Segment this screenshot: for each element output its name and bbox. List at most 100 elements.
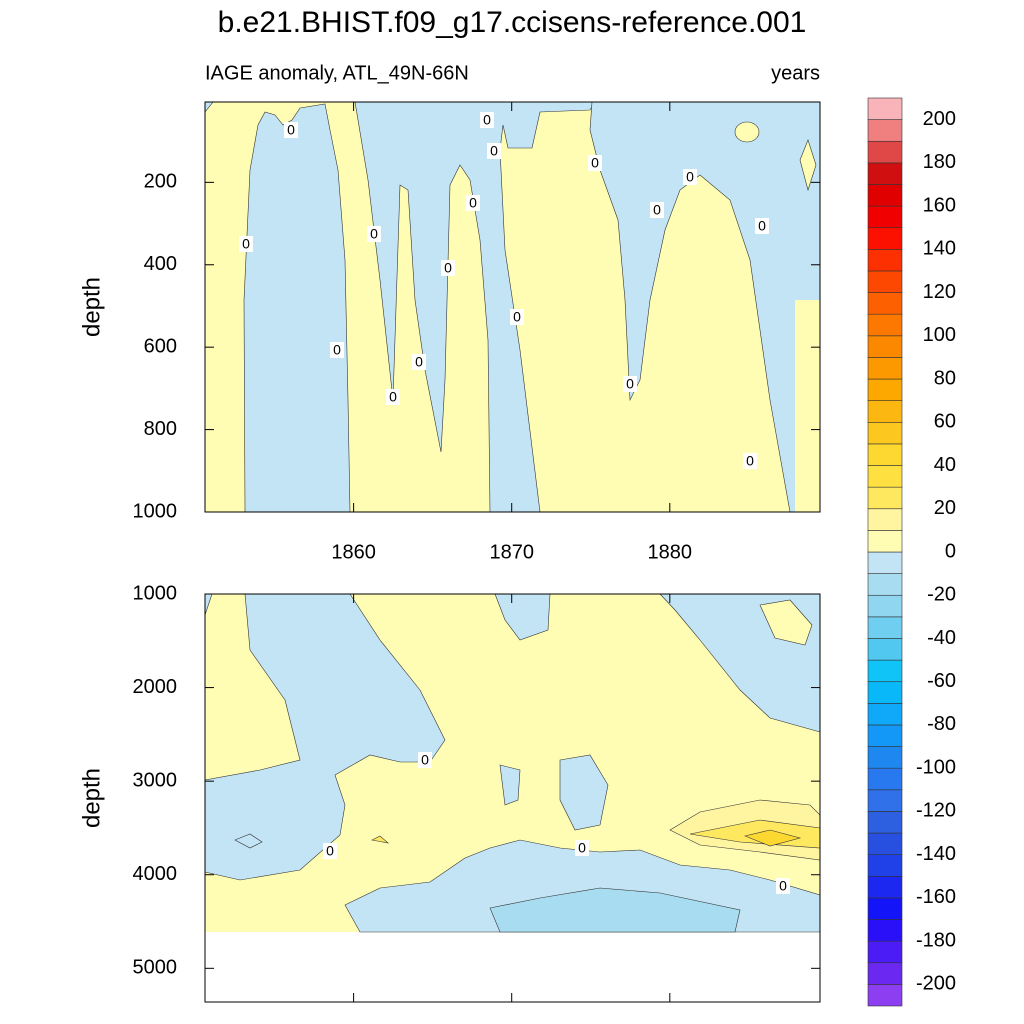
contour-fill: [734, 121, 760, 143]
contour-label-bg: [412, 354, 426, 370]
colorbar-box: [867, 746, 903, 769]
contour-label-bg: [650, 202, 664, 218]
x-tick-label: 1880: [648, 541, 693, 563]
contour-label: 0: [513, 309, 521, 325]
contour-label: 0: [578, 840, 586, 856]
contour-label: 0: [591, 155, 599, 171]
y-tick-label: 200: [144, 171, 177, 193]
colorbar-box: [867, 97, 903, 120]
colorbar-label: -140: [916, 843, 956, 865]
colorbar-box: [867, 681, 903, 704]
colorbar-box: [867, 789, 903, 812]
contour-label-bg: [588, 155, 602, 171]
colorbar-box: [867, 443, 903, 466]
contour-label-bg: [776, 878, 790, 894]
y-axis-label: depth: [78, 277, 105, 337]
y-tick-label: 1000: [133, 582, 178, 604]
colorbar-box: [867, 162, 903, 185]
contour-label: 0: [686, 169, 694, 185]
plot-frame: [204, 101, 821, 513]
contour-fill: [371, 835, 390, 844]
contour-fill: [559, 754, 609, 831]
colorbar-label: -100: [916, 756, 956, 778]
colorbar-box: [867, 854, 903, 877]
contour-fill: [489, 887, 741, 933]
contour-fill: [759, 599, 813, 646]
contour-label-bg: [239, 236, 253, 252]
colorbar-box: [867, 357, 903, 380]
colorbar-box: [867, 184, 903, 207]
contour-label: 0: [287, 122, 295, 138]
y-tick-label: 2000: [133, 676, 178, 698]
colorbar-box: [867, 313, 903, 337]
contour-label-bg: [743, 453, 757, 469]
colorbar-label: -80: [927, 713, 956, 735]
subtitle-right: years: [771, 62, 820, 84]
contour-label: 0: [779, 878, 787, 894]
contour-fill: [234, 833, 263, 849]
contour-label: 0: [653, 202, 661, 218]
colorbar-box: [867, 919, 903, 942]
contour-label: 0: [389, 389, 397, 405]
contour-label-bg: [330, 342, 344, 358]
contour-label-bg: [284, 122, 298, 138]
colorbar-label: -20: [927, 584, 956, 606]
colorbar-label: -120: [916, 800, 956, 822]
contour-label-bg: [386, 389, 400, 405]
top-contours: [204, 101, 821, 513]
colorbar-box: [867, 767, 903, 791]
contour-label: 0: [469, 195, 477, 211]
contour-label-bg: [441, 260, 455, 276]
colorbar-label: -40: [927, 627, 956, 649]
contour-label-bg: [487, 143, 501, 159]
contour-label-bg: [755, 218, 769, 234]
colorbar-label: 200: [923, 108, 956, 130]
contour-fill: [354, 101, 596, 513]
contour-fill: [744, 829, 802, 847]
contour-label: 0: [333, 342, 341, 358]
y-axis-label: depth: [78, 768, 105, 828]
colorbar-label: 100: [923, 324, 956, 346]
contour-fill: [799, 139, 817, 192]
colorbar-box: [867, 205, 903, 229]
y-tick-label: 800: [144, 418, 177, 440]
contour-label-bg: [623, 376, 637, 392]
y-tick-label: 4000: [133, 863, 178, 885]
contour-label-bg: [466, 195, 480, 211]
contour-label: 0: [746, 453, 754, 469]
colorbar-box: [867, 400, 903, 423]
colorbar-label: -200: [916, 973, 956, 995]
contour-label: 0: [483, 112, 491, 128]
colorbar-box: [867, 703, 903, 726]
contour-label-bg: [480, 112, 494, 128]
y-tick-label: 600: [144, 335, 177, 357]
contour-label: 0: [415, 354, 423, 370]
colorbar-label: -180: [916, 929, 956, 951]
colorbar-label: 160: [923, 194, 956, 216]
colorbar-box: [867, 508, 903, 531]
colorbar-box: [867, 897, 903, 920]
bottom-contours: [204, 593, 821, 933]
colorbar-label: 80: [934, 367, 956, 389]
colorbar-label: 60: [934, 411, 956, 433]
colorbar-box: [867, 940, 903, 964]
colorbar-label: 180: [923, 151, 956, 173]
colorbar-box: [867, 659, 903, 683]
subtitle-left: IAGE anomaly, ATL_49N-66N: [205, 62, 469, 84]
contour-label-bg: [323, 843, 337, 859]
y-tick-label: 400: [144, 253, 177, 275]
contour-label-bg: [367, 226, 381, 242]
x-tick-label: 1860: [331, 541, 376, 563]
contour-label-bg: [575, 840, 589, 856]
colorbar-label: -160: [916, 886, 956, 908]
contour-label: 0: [444, 260, 452, 276]
contour-label: 0: [242, 236, 250, 252]
contour-fill: [499, 764, 521, 806]
y-tick-label: 5000: [133, 957, 178, 979]
colorbar-box: [867, 249, 903, 272]
colorbar-box: [867, 551, 903, 574]
colorbar-box: [867, 486, 903, 510]
colorbar-label: -60: [927, 670, 956, 692]
colorbar-box: [867, 984, 903, 1007]
